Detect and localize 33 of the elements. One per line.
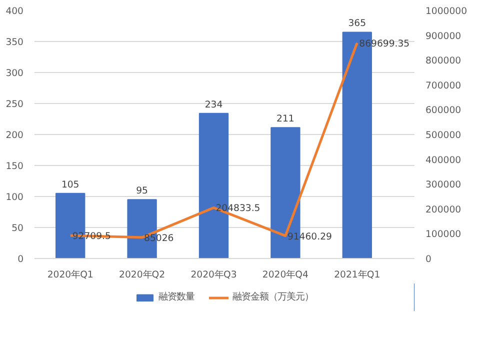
legend-label: 融资金额（万美元） <box>232 290 314 304</box>
y-tick-label: 400 <box>6 6 24 17</box>
y2-tick-label: 600000 <box>426 105 462 116</box>
y2-tick-label: 800000 <box>426 56 462 67</box>
y2-tick-label: 100000 <box>426 229 462 240</box>
x-tick-label: 2020年Q4 <box>262 270 309 280</box>
data-label: 365 <box>348 18 366 30</box>
y-tick-label: 150 <box>6 161 24 172</box>
x-tick-label: 2020年Q2 <box>119 270 166 280</box>
data-label: 105 <box>61 179 80 190</box>
x-tick-label: 2021年Q1 <box>334 270 380 280</box>
y-tick-label: 100 <box>6 192 24 203</box>
y-tick-label: 0 <box>18 254 24 265</box>
y2-tick-label: 900000 <box>426 30 462 42</box>
data-label: 92709.5 <box>72 231 111 242</box>
y2-tick-label: 400000 <box>426 154 462 166</box>
y2-tick-label: 500000 <box>426 130 462 141</box>
legend-label: 融资数量 <box>158 290 194 304</box>
data-label: 234 <box>204 99 223 110</box>
y2-tick-label: 700000 <box>426 80 462 92</box>
y-tick-label: 250 <box>6 99 24 110</box>
y2-tick-label: 200000 <box>426 204 462 216</box>
y2-tick-label: 1000000 <box>426 6 468 17</box>
data-label: 95 <box>136 186 148 197</box>
data-label: 211 <box>276 114 294 125</box>
y-tick-label: 200 <box>6 130 24 141</box>
y-tick-label: 350 <box>6 37 24 48</box>
y2-tick-label: 0 <box>426 254 432 265</box>
y2-tick-label: 300000 <box>426 180 462 191</box>
x-tick-label: 2020年Q3 <box>190 270 237 280</box>
y-tick-label: 50 <box>12 223 24 234</box>
x-tick-label: 2020年Q1 <box>47 270 94 280</box>
y-tick-label: 300 <box>6 68 24 79</box>
